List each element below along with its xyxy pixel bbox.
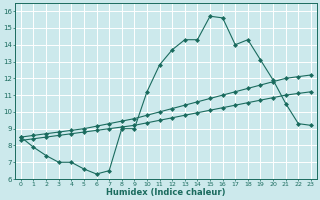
X-axis label: Humidex (Indice chaleur): Humidex (Indice chaleur) [106, 188, 226, 197]
